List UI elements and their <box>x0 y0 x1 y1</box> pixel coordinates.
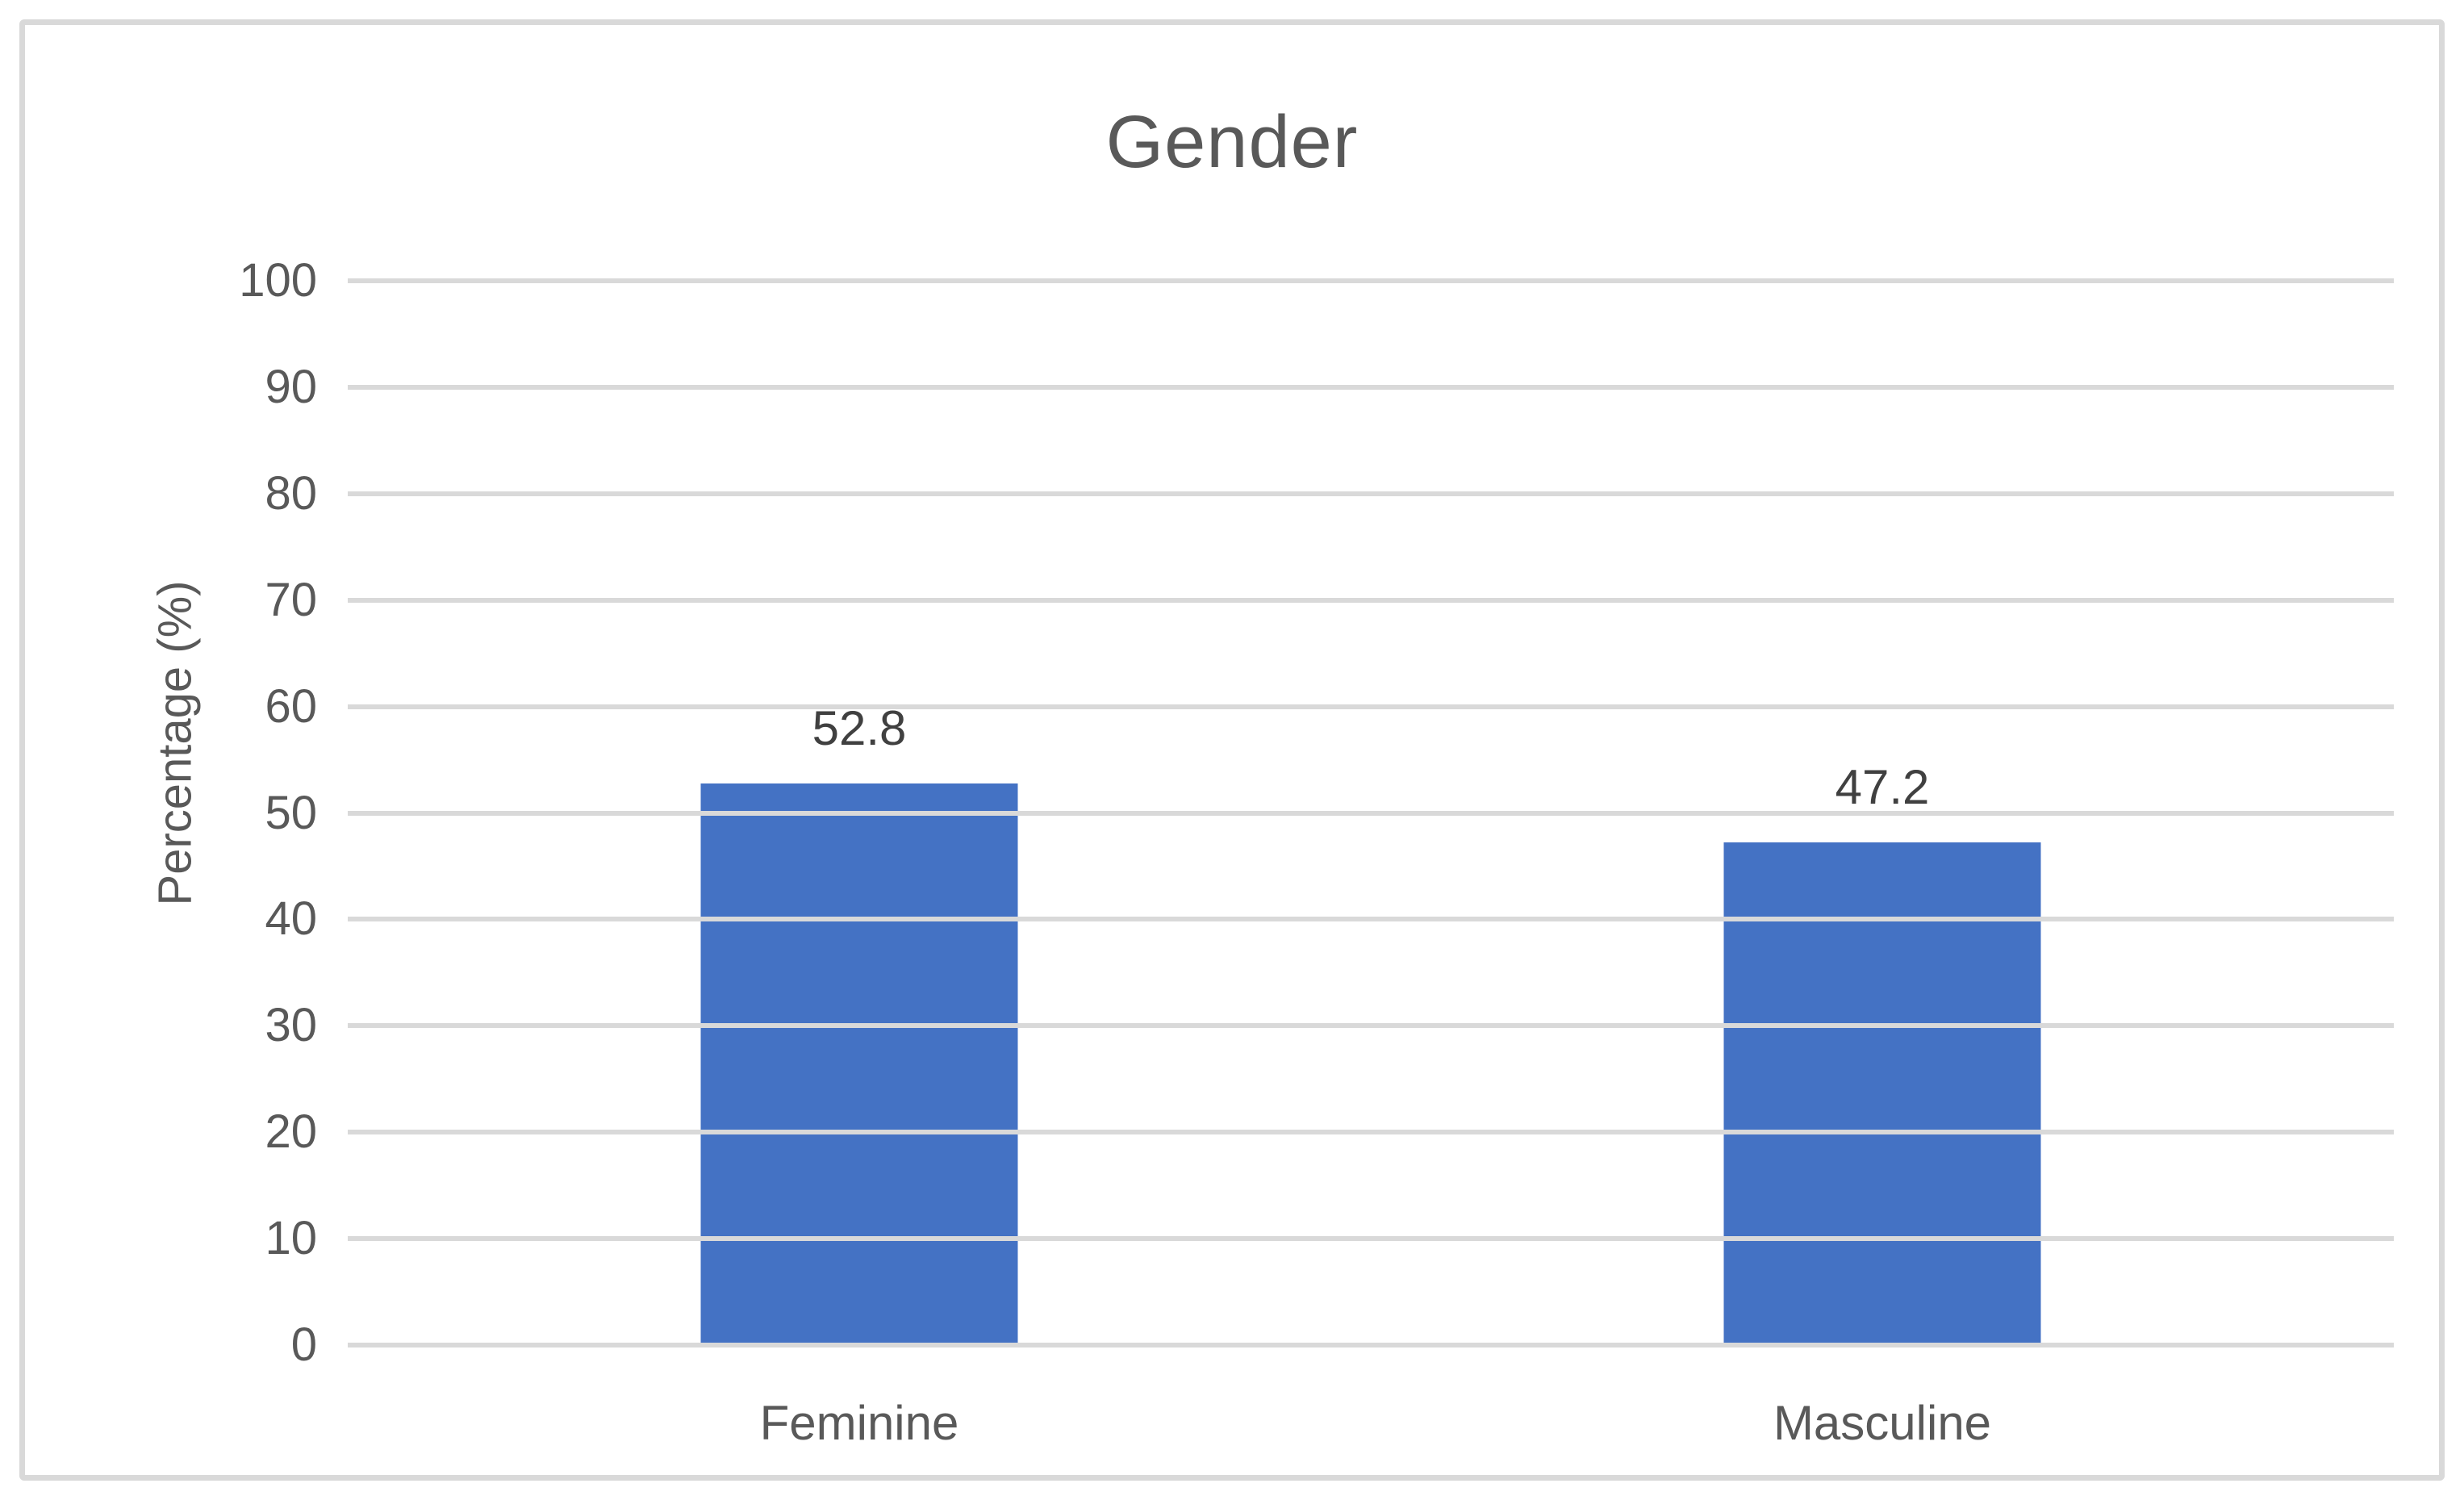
gridline <box>348 1130 2394 1135</box>
gridline <box>348 917 2394 922</box>
bar <box>1723 842 2041 1345</box>
bar-series: 52.8 47.2 <box>348 281 2394 1345</box>
y-tick-label: 40 <box>265 892 317 946</box>
y-tick-label: 0 <box>290 1318 317 1371</box>
chart-title: Gender <box>1105 101 1359 183</box>
x-category-label: Feminine <box>759 1396 959 1450</box>
gridline <box>348 810 2394 816</box>
gridline <box>348 597 2394 603</box>
y-tick-label: 70 <box>265 573 317 626</box>
data-label: 52.8 <box>812 700 907 755</box>
gridline <box>348 278 2394 283</box>
gridline <box>348 704 2394 709</box>
y-tick-label: 60 <box>265 679 317 733</box>
category-slot: 47.2 <box>1371 281 2394 1345</box>
x-category-label: Masculine <box>1773 1396 1992 1450</box>
y-tick-label: 90 <box>265 360 317 413</box>
category-slot: 52.8 <box>348 281 1371 1345</box>
y-tick-label: 100 <box>239 254 317 307</box>
x-axis: Feminine Masculine <box>348 1395 2394 1451</box>
y-tick-label: 80 <box>265 466 317 520</box>
gridline <box>348 384 2394 390</box>
plot-area: 52.8 47.2 <box>348 278 2394 1347</box>
y-tick-label: 30 <box>265 999 317 1052</box>
y-axis: 0 10 20 30 40 50 60 70 80 90 100 <box>25 25 2439 1475</box>
y-tick-label: 20 <box>265 1105 317 1159</box>
y-tick-label: 10 <box>265 1212 317 1265</box>
data-label: 47.2 <box>1835 760 1930 815</box>
bar <box>700 783 1018 1345</box>
chart-frame: Gender Percentage (%) 0 10 20 30 40 50 60 70 80 9… <box>19 19 2445 1481</box>
gridline <box>348 1023 2394 1029</box>
y-tick-label: 50 <box>265 786 317 839</box>
gridline <box>348 1343 2394 1347</box>
gridline <box>348 1236 2394 1242</box>
gridline <box>348 491 2394 496</box>
